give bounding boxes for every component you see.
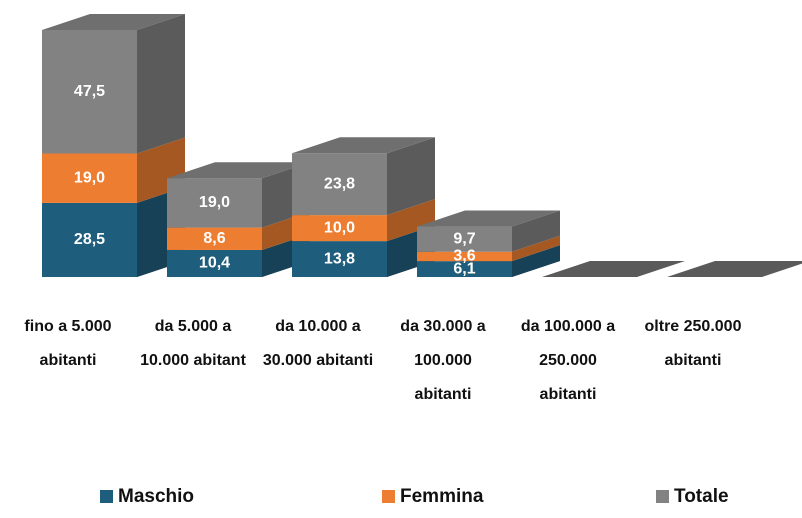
x-tick-label: fino a 5.000 abitanti: [24, 318, 112, 369]
bar-top: [292, 137, 435, 154]
x-tick-label: da 30.000 a 100.000 abitanti: [400, 318, 486, 403]
x-tick-label: oltre 250.000 abitanti: [644, 318, 742, 369]
bar-side: [137, 14, 185, 154]
legend-swatch: [656, 490, 669, 503]
legend-label: Totale: [674, 486, 729, 507]
bar: [42, 30, 137, 154]
bar: [42, 153, 137, 203]
bar: [417, 251, 512, 262]
bar-side: [512, 210, 560, 252]
data-label: 10,0: [324, 219, 355, 236]
floor: [542, 261, 685, 277]
bar: [417, 261, 512, 277]
data-label: 6,1: [453, 260, 475, 277]
data-label: 8,6: [203, 230, 225, 247]
bar-top: [417, 210, 560, 227]
bar: [292, 153, 387, 216]
data-label: 19,0: [74, 169, 105, 186]
bar: [417, 226, 512, 252]
bar: [167, 178, 262, 228]
legend-swatch: [100, 490, 113, 503]
bar-side: [387, 137, 435, 216]
bar-top: [42, 14, 185, 30]
bar: [42, 202, 137, 277]
data-label: 3,6: [453, 248, 475, 265]
data-label: 28,5: [74, 231, 105, 248]
legend-label: Femmina: [400, 486, 484, 507]
bar: [167, 227, 262, 250]
data-label: 13,8: [324, 250, 355, 267]
bar-side: [512, 245, 560, 277]
x-tick-label: da 100.000 a 250.000 abitanti: [520, 318, 616, 403]
bar: [292, 241, 387, 277]
bar-top: [167, 162, 310, 179]
data-label: 47,5: [74, 83, 105, 100]
bar-side: [512, 235, 560, 262]
data-label: 19,0: [199, 194, 230, 211]
legend-label: Maschio: [118, 486, 194, 507]
bar-side: [387, 199, 435, 242]
data-label: 23,8: [324, 175, 355, 192]
x-tick-label: da 10.000 a 30.000 abitanti: [262, 318, 374, 369]
data-label: 10,4: [199, 255, 230, 272]
bar: [167, 249, 262, 277]
x-tick-label: da 5.000 a 10.000 abitant: [140, 318, 246, 369]
legend-swatch: [382, 490, 395, 503]
data-label: 9,7: [453, 230, 475, 247]
floor: [667, 261, 802, 277]
bar: [292, 215, 387, 242]
